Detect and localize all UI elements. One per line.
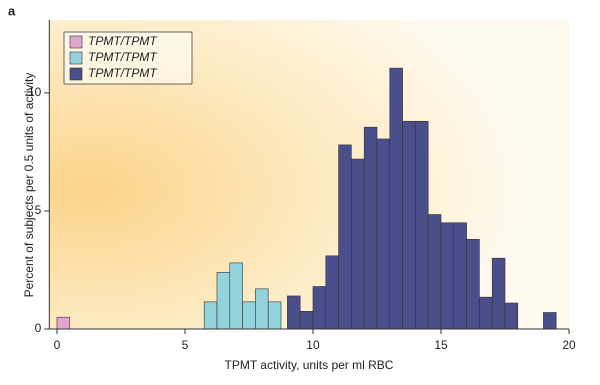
- bar: [242, 301, 256, 330]
- bar: [389, 67, 403, 330]
- bar: [363, 126, 378, 330]
- bar: [415, 120, 429, 330]
- legend-label: TPMT/TPMT: [88, 34, 158, 48]
- x-tick-label: 0: [54, 338, 61, 352]
- panel-label: a: [8, 3, 16, 18]
- bar: [440, 222, 455, 330]
- bar: [56, 316, 71, 330]
- bar: [402, 120, 416, 330]
- x-tick-label: 10: [306, 338, 320, 352]
- bar: [229, 262, 243, 330]
- x-axis-label: TPMT activity, units per ml RBC: [225, 358, 394, 372]
- legend-swatch: [69, 51, 83, 65]
- legend-swatch: [69, 67, 83, 81]
- legend-label: TPMT/TPMT: [88, 50, 158, 64]
- bar: [267, 301, 282, 330]
- legend-box: [63, 31, 193, 85]
- bar: [543, 312, 557, 330]
- bar: [491, 257, 506, 330]
- bar: [453, 222, 467, 330]
- bar: [479, 296, 493, 330]
- x-tick-label: 15: [434, 338, 448, 352]
- bar: [325, 255, 339, 330]
- bar: [338, 144, 352, 330]
- y-axis-label: Percent of subjects per 0.5 units of act…: [22, 73, 36, 298]
- bar: [466, 238, 480, 330]
- bar: [376, 138, 391, 330]
- bar: [312, 286, 327, 330]
- legend-label: TPMT/TPMT: [88, 66, 158, 80]
- legend-swatch: [69, 35, 83, 49]
- bar: [203, 301, 218, 330]
- x-tick-label: 5: [182, 338, 189, 352]
- y-tick-label: 5: [35, 203, 42, 217]
- bar: [287, 295, 301, 330]
- bar: [351, 158, 365, 330]
- x-tick-label: 20: [562, 338, 576, 352]
- bar: [216, 272, 231, 330]
- y-tick-label: 0: [35, 321, 42, 335]
- bar: [427, 214, 442, 330]
- bar: [255, 288, 269, 330]
- y-tick-label: 10: [28, 85, 42, 99]
- bar: [504, 302, 519, 330]
- bar: [299, 310, 314, 330]
